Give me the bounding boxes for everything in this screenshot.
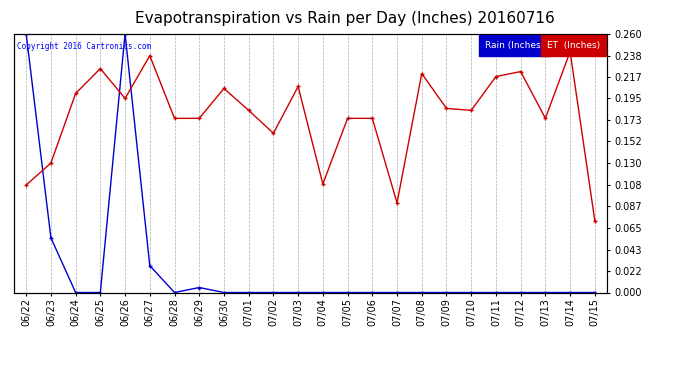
Text: Copyright 2016 Cartronics.com: Copyright 2016 Cartronics.com (17, 42, 151, 51)
Text: Evapotranspiration vs Rain per Day (Inches) 20160716: Evapotranspiration vs Rain per Day (Inch… (135, 11, 555, 26)
Legend: Rain (Inches), ET  (Inches): Rain (Inches), ET (Inches) (482, 38, 602, 53)
